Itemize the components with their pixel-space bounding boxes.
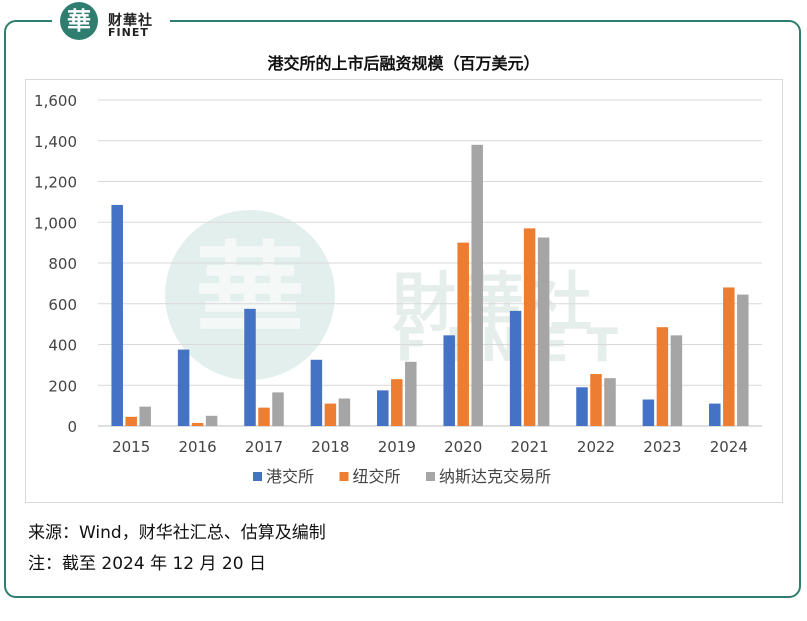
y-tick-label: 1,200 xyxy=(34,174,77,192)
y-tick-label: 0 xyxy=(67,418,77,436)
brand-name-en: FINET xyxy=(108,26,149,39)
x-tick-label: 2024 xyxy=(710,438,748,456)
bar-1 xyxy=(709,403,721,426)
bar-3 xyxy=(205,415,218,426)
bar-1 xyxy=(509,310,522,426)
legend-swatch xyxy=(426,472,435,481)
y-tick-label: 1,400 xyxy=(34,133,77,151)
y-tick-label: 1,000 xyxy=(34,214,77,232)
x-tick-label: 2020 xyxy=(444,438,482,456)
y-tick-label: 800 xyxy=(48,255,77,273)
legend-label: 纽交所 xyxy=(353,467,401,486)
source-note: 来源：Wind，财华社汇总、估算及编制 xyxy=(28,523,326,543)
bar-2 xyxy=(523,228,536,426)
brand-name-cn: 财華社 xyxy=(108,13,153,29)
x-tick-label: 2017 xyxy=(245,438,283,456)
bar-1 xyxy=(244,308,256,426)
brand-seal-icon: 華 xyxy=(60,2,98,40)
bar-3 xyxy=(139,406,151,426)
bar-3 xyxy=(471,144,483,426)
bar-3 xyxy=(737,294,749,426)
bar-1 xyxy=(177,349,190,426)
bar-3 xyxy=(670,335,683,426)
legend-label: 港交所 xyxy=(266,467,314,486)
y-tick-label: 200 xyxy=(48,377,77,395)
x-tick-label: 2015 xyxy=(112,438,150,456)
bar-3 xyxy=(338,398,351,426)
legend-swatch xyxy=(339,472,349,481)
legend-swatch xyxy=(253,472,262,481)
chart-frame xyxy=(4,20,801,598)
bar-2 xyxy=(590,374,602,426)
y-tick-label: 1,600 xyxy=(34,92,77,110)
date-note: 注：截至 2024 年 12 月 20 日 xyxy=(28,554,266,574)
bar-3 xyxy=(272,392,284,426)
bar-2 xyxy=(656,327,669,426)
brand-logo: 華 财華社 FINET xyxy=(52,2,170,42)
x-tick-label: 2022 xyxy=(577,438,615,456)
bar-1 xyxy=(642,399,655,426)
bar-3 xyxy=(405,361,417,426)
bar-1 xyxy=(443,335,455,426)
bar-1 xyxy=(576,387,588,426)
bar-2 xyxy=(191,422,204,426)
x-tick-label: 2023 xyxy=(643,438,681,456)
bar-2 xyxy=(457,242,469,426)
bar-3 xyxy=(604,378,616,426)
bar-2 xyxy=(258,407,270,426)
x-tick-label: 2016 xyxy=(179,438,217,456)
x-tick-label: 2018 xyxy=(311,438,349,456)
y-tick-label: 600 xyxy=(48,296,77,314)
chart-area xyxy=(25,79,783,503)
bar-1 xyxy=(111,204,123,426)
bar-2 xyxy=(391,379,403,426)
bar-3 xyxy=(537,237,550,426)
x-tick-label: 2019 xyxy=(378,438,416,456)
bar-1 xyxy=(310,359,323,426)
y-tick-label: 400 xyxy=(48,337,77,355)
bar-2 xyxy=(723,287,735,426)
x-tick-label: 2021 xyxy=(511,438,549,456)
bar-2 xyxy=(125,416,137,426)
bar-1 xyxy=(377,390,389,426)
chart-title: 港交所的上市后融资规模（百万美元） xyxy=(267,54,540,73)
bar-2 xyxy=(324,403,337,426)
legend-label: 纳斯达克交易所 xyxy=(439,467,551,486)
